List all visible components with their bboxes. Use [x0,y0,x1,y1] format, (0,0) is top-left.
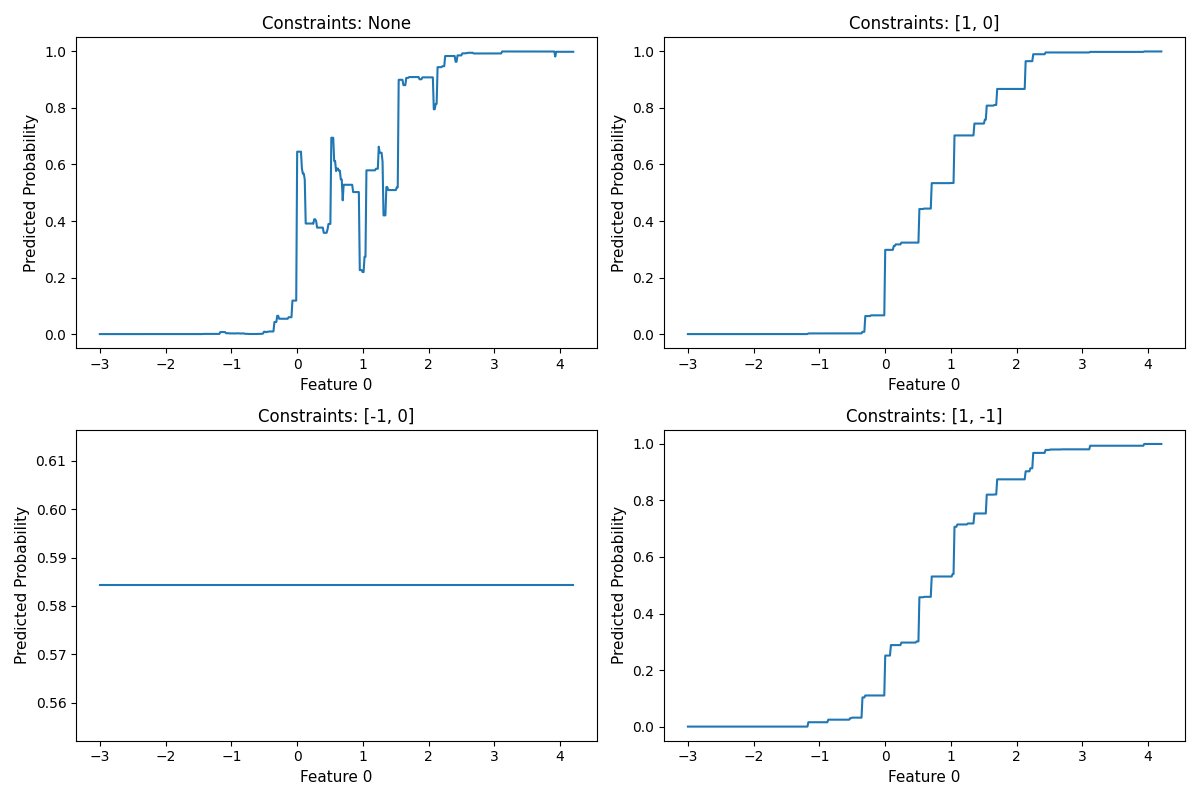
X-axis label: Feature 0: Feature 0 [888,378,961,393]
X-axis label: Feature 0: Feature 0 [888,770,961,785]
X-axis label: Feature 0: Feature 0 [300,378,373,393]
Y-axis label: Predicted Probability: Predicted Probability [14,506,30,664]
Y-axis label: Predicted Probability: Predicted Probability [612,506,626,664]
Title: Constraints: [1, 0]: Constraints: [1, 0] [850,15,1000,33]
Y-axis label: Predicted Probability: Predicted Probability [612,114,626,272]
Y-axis label: Predicted Probability: Predicted Probability [24,114,38,272]
Title: Constraints: None: Constraints: None [262,15,412,33]
Title: Constraints: [-1, 0]: Constraints: [-1, 0] [258,407,415,426]
X-axis label: Feature 0: Feature 0 [300,770,373,785]
Title: Constraints: [1, -1]: Constraints: [1, -1] [846,407,1003,426]
